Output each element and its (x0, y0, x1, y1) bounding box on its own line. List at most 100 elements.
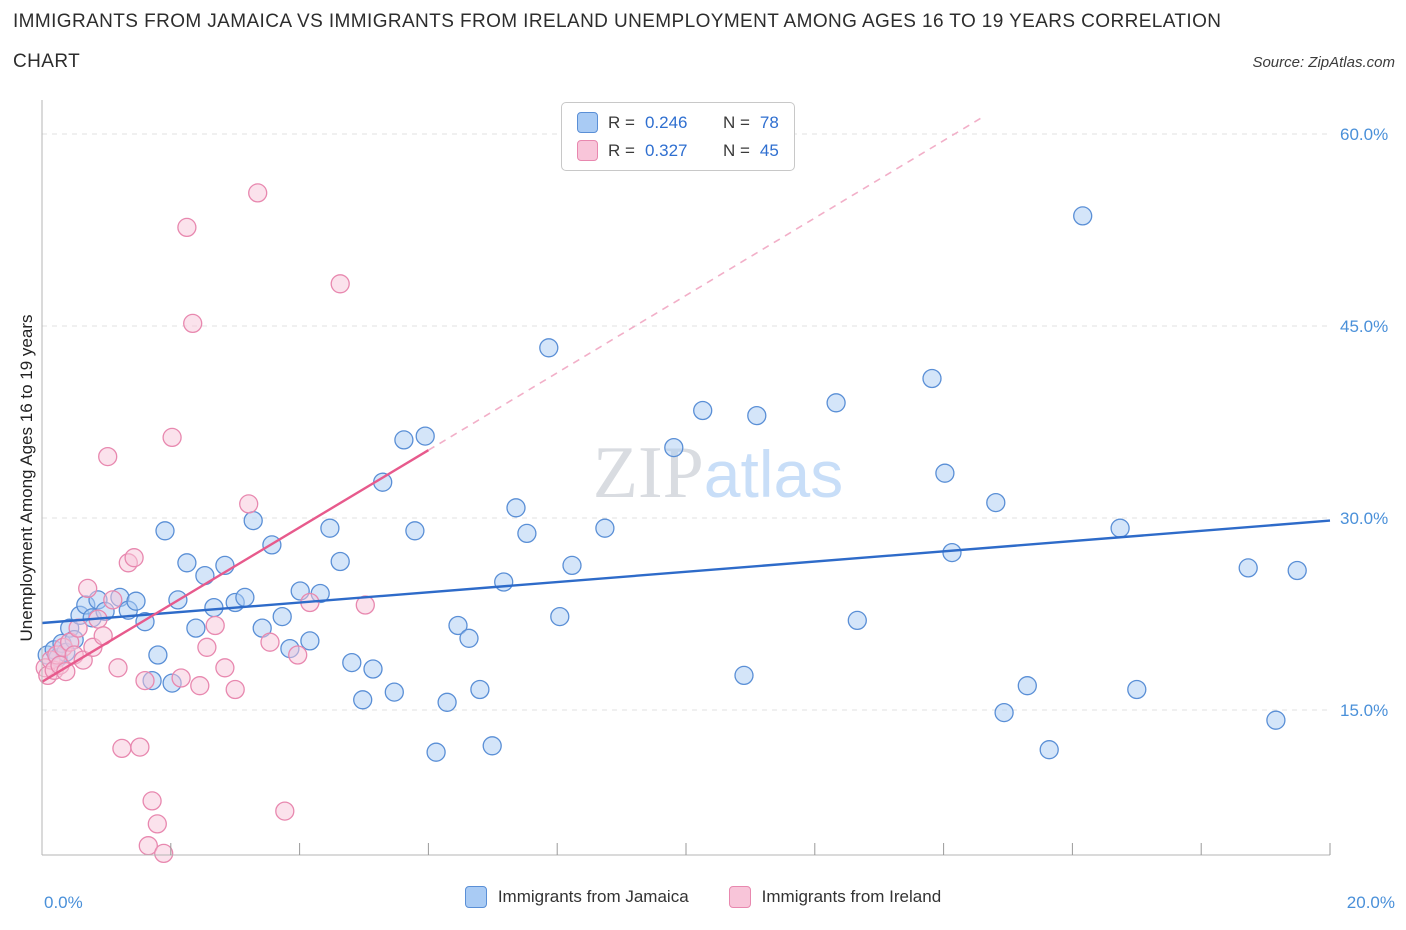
scatter-point-ireland (260, 632, 280, 652)
y-tick-label: 15.0% (1340, 701, 1388, 720)
scatter-point-jamaica (1127, 679, 1147, 700)
scatter-point-jamaica (494, 572, 514, 592)
trend-line-ireland-extension (427, 116, 983, 451)
n-label: N = (722, 112, 750, 132)
scatter-point-jamaica (384, 682, 404, 702)
scatter-point-ireland (130, 737, 150, 757)
scatter-point-jamaica (415, 426, 435, 446)
ireland-series-label: Immigrants from Ireland (761, 887, 942, 906)
n-label: N = (722, 140, 750, 160)
scatter-point-jamaica (235, 587, 255, 608)
scatter-point-jamaica (437, 692, 457, 712)
jamaica-legend-swatch (577, 112, 598, 133)
n-value-jamaica: 78 (759, 112, 779, 132)
watermark-atlas: atlas (704, 437, 843, 511)
scatter-point-jamaica (459, 628, 479, 648)
watermark-zip: ZIP (593, 432, 704, 514)
jamaica-series-swatch (464, 886, 487, 908)
scatter-point-ireland (154, 843, 174, 864)
scatter-point-jamaica (155, 521, 175, 541)
scatter-point-jamaica (747, 405, 767, 426)
series-legend-item-ireland: Immigrants from Ireland (728, 886, 942, 908)
trend-line-jamaica (41, 519, 1331, 625)
scatter-point-ireland (215, 658, 235, 678)
scatter-point-ireland (147, 814, 167, 834)
scatter-point-jamaica (320, 518, 340, 538)
y-axis-title: Unemployment Among Ages 16 to 19 years (17, 314, 36, 642)
scatter-point-jamaica (243, 510, 263, 531)
trend-solid-group (41, 449, 1331, 683)
scatter-point-jamaica (330, 551, 350, 572)
scatter-point-jamaica (994, 702, 1014, 723)
scatter-point-ireland (124, 548, 144, 568)
n-value-ireland: 45 (759, 140, 779, 160)
scatter-point-jamaica (517, 523, 537, 544)
scatter-point-jamaica (195, 565, 215, 586)
scatter-point-jamaica (562, 555, 582, 576)
r-label: R = (608, 140, 635, 160)
scatter-point-ireland (112, 738, 132, 759)
y-tick-label: 30.0% (1340, 509, 1388, 528)
scatter-point-jamaica (595, 518, 615, 538)
scatter-point-ireland (239, 494, 259, 514)
r-value-jamaica: 0.246 (644, 112, 688, 132)
y-tick-label: 60.0% (1340, 125, 1388, 144)
scatter-point-jamaica (405, 521, 425, 541)
scatter-point-jamaica (448, 615, 468, 636)
scatter-point-jamaica (353, 690, 373, 710)
scatter-point-jamaica (693, 400, 713, 421)
scatter-point-jamaica (394, 430, 414, 450)
legend-row-ireland: R = 0.327 N = 45 (577, 140, 779, 161)
r-label: R = (608, 112, 635, 132)
scatter-point-ireland (162, 427, 182, 448)
scatter-point-jamaica (1238, 558, 1258, 578)
scatter-point-jamaica (1110, 518, 1130, 538)
trend-dashed-group (427, 116, 983, 451)
scatter-point-ireland (190, 676, 210, 696)
x-min-label: 0.0% (44, 893, 83, 912)
correlation-legend-box: R = 0.246 N = 78 R = 0.327 N = 45 (561, 102, 795, 171)
ireland-legend-swatch (577, 140, 598, 161)
scatter-point-ireland (135, 670, 155, 691)
ireland-series-swatch (728, 886, 751, 908)
scatter-point-jamaica (126, 591, 146, 611)
scatter-point-jamaica (1287, 560, 1307, 581)
scatter-point-jamaica (186, 618, 206, 638)
y-tick-label: 45.0% (1340, 317, 1388, 336)
scatter-point-ireland (108, 658, 128, 678)
y-tick-labels-group: 60.0% 45.0% 30.0% 15.0% (1340, 125, 1388, 720)
scatter-point-jamaica (363, 659, 383, 679)
scatter-point-ireland (275, 801, 295, 821)
source-attribution: Source: ZipAtlas.com (1252, 54, 1395, 71)
scatter-point-jamaica (204, 597, 224, 618)
legend-row-jamaica: R = 0.246 N = 78 (577, 112, 779, 133)
watermark: ZIPatlas (593, 432, 843, 514)
scatter-point-jamaica (300, 631, 320, 651)
scatter-point-ireland (288, 645, 308, 665)
scatter-point-jamaica (482, 736, 502, 756)
gridlines-group (42, 133, 1330, 711)
r-value-ireland: 0.327 (644, 140, 688, 160)
scatter-point-jamaica (550, 606, 570, 627)
scatter-point-jamaica (177, 553, 197, 573)
chart-title-line1: IMMIGRANTS FROM JAMAICA VS IMMIGRANTS FR… (13, 11, 1222, 32)
scatter-point-jamaica (342, 652, 362, 673)
scatter-point-ireland (171, 668, 191, 688)
scatter-point-ireland (142, 791, 162, 811)
scatter-point-jamaica (942, 542, 962, 563)
scatter-point-jamaica (734, 665, 754, 686)
scatter-point-ireland (103, 590, 123, 610)
scatter-point-jamaica (1266, 710, 1286, 730)
scatter-point-jamaica (426, 742, 446, 762)
scatter-point-ireland (177, 217, 197, 238)
scatter-point-jamaica (506, 498, 526, 518)
scatter-point-ireland (98, 446, 118, 467)
jamaica-series-label: Immigrants from Jamaica (497, 887, 689, 906)
series-legend: Immigrants from Jamaica Immigrants from … (0, 886, 1406, 908)
scatter-point-ireland (197, 637, 217, 657)
scatter-point-ireland (355, 595, 375, 615)
scatter-point-ireland (248, 183, 268, 203)
scatter-point-jamaica (1017, 676, 1037, 696)
